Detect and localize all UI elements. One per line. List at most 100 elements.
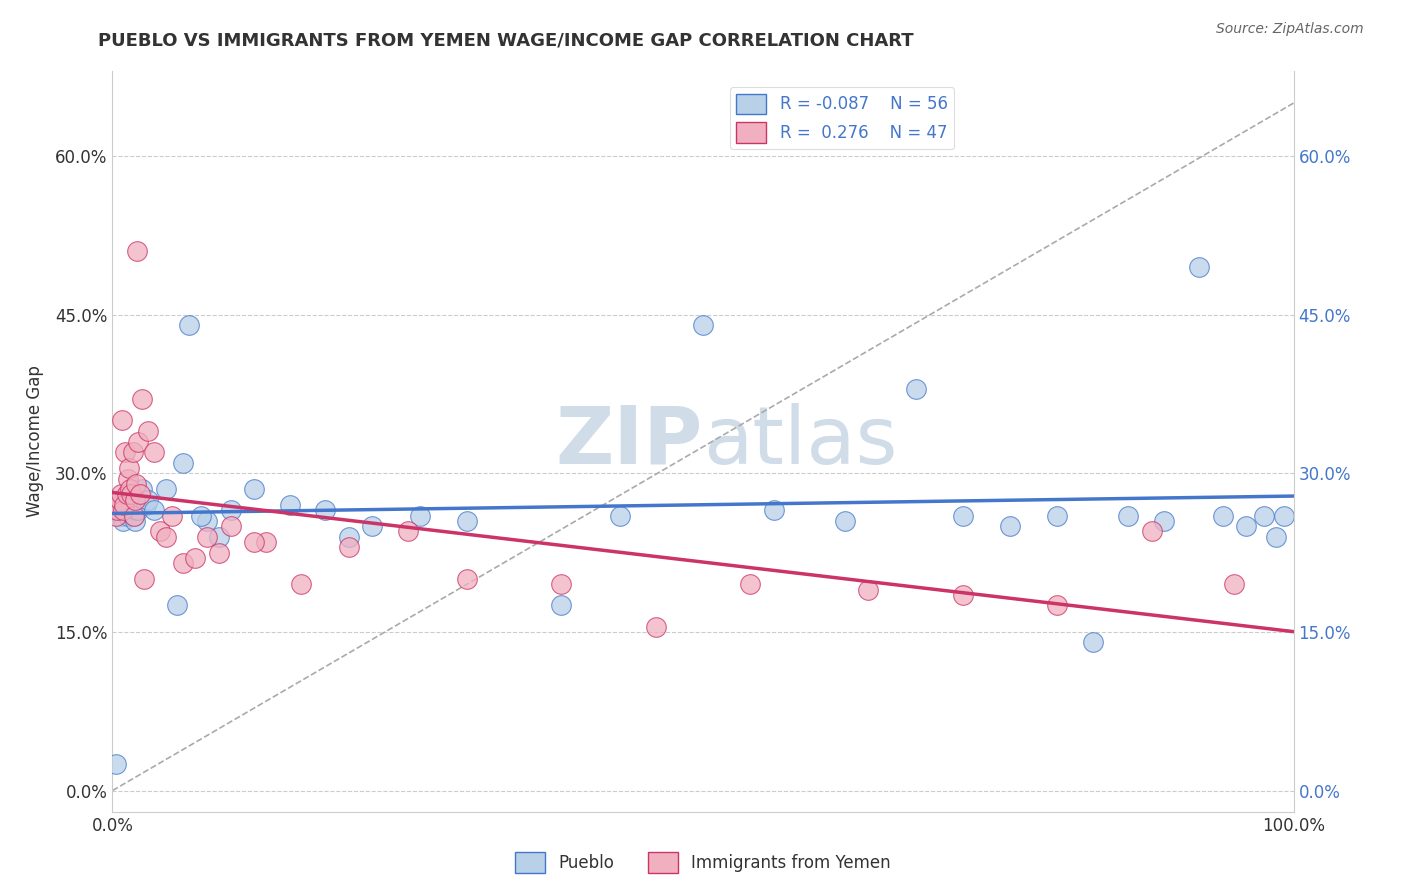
Point (834, 514, 856, 528)
Point (1153, 514, 1175, 528)
Point (149, 524, 172, 539)
Point (278, 498, 301, 512)
Point (155, 530, 177, 544)
Point (118, 461, 141, 475)
Point (208, 530, 231, 544)
Point (117, 472, 139, 486)
Point (904, 382, 927, 396)
Point (858, 582, 880, 597)
Text: PUEBLO VS IMMIGRANTS FROM YEMEN WAGE/INCOME GAP CORRELATION CHART: PUEBLO VS IMMIGRANTS FROM YEMEN WAGE/INC… (98, 31, 914, 49)
Point (127, 434, 149, 449)
Point (160, 508, 183, 523)
Point (1188, 260, 1211, 274)
Point (1264, 530, 1286, 544)
Point (135, 498, 157, 512)
Point (136, 424, 159, 438)
Point (105, 757, 128, 772)
Point (111, 508, 134, 523)
Point (142, 445, 165, 459)
Point (131, 392, 153, 407)
Point (998, 519, 1021, 533)
Point (124, 514, 146, 528)
Point (254, 535, 277, 549)
Point (115, 487, 138, 501)
Point (108, 503, 131, 517)
Point (114, 445, 136, 459)
Point (110, 492, 132, 507)
Point (120, 482, 142, 496)
Point (172, 556, 194, 570)
Point (1234, 519, 1257, 533)
Point (1140, 524, 1163, 539)
Point (179, 318, 201, 333)
Point (142, 503, 165, 517)
Text: atlas: atlas (703, 402, 897, 481)
Point (111, 413, 134, 427)
Point (125, 503, 148, 517)
Point (112, 514, 135, 528)
Point (108, 492, 131, 507)
Point (110, 487, 132, 501)
Point (112, 503, 135, 517)
Point (396, 524, 419, 539)
Point (155, 482, 177, 496)
Point (952, 508, 974, 523)
Point (127, 503, 149, 517)
Legend: Pueblo, Immigrants from Yemen: Pueblo, Immigrants from Yemen (509, 846, 897, 880)
Point (1212, 508, 1234, 523)
Point (219, 519, 242, 533)
Point (219, 503, 242, 517)
Point (127, 498, 149, 512)
Point (456, 572, 478, 586)
Point (644, 619, 666, 633)
Point (121, 508, 143, 523)
Point (1253, 508, 1275, 523)
Point (131, 482, 153, 496)
Point (115, 487, 138, 501)
Point (107, 498, 129, 512)
Point (314, 503, 336, 517)
Point (243, 482, 266, 496)
Point (128, 487, 150, 501)
Point (190, 508, 212, 523)
Point (112, 498, 135, 512)
Point (118, 503, 141, 517)
Text: Source: ZipAtlas.com: Source: ZipAtlas.com (1216, 22, 1364, 37)
Point (120, 487, 142, 501)
Point (166, 599, 188, 613)
Y-axis label: Wage/Income Gap: Wage/Income Gap (25, 366, 44, 517)
Point (105, 508, 128, 523)
Point (195, 530, 218, 544)
Point (172, 456, 194, 470)
Point (124, 492, 146, 507)
Point (125, 476, 148, 491)
Point (550, 599, 572, 613)
Point (120, 487, 142, 501)
Point (112, 492, 135, 507)
Point (692, 318, 714, 333)
Point (121, 445, 143, 459)
Point (550, 577, 572, 591)
Point (952, 588, 974, 602)
Point (408, 508, 430, 523)
Point (136, 492, 159, 507)
Point (122, 508, 145, 523)
Point (105, 503, 128, 517)
Point (122, 508, 145, 523)
Point (740, 577, 762, 591)
Point (1223, 577, 1246, 591)
Point (1081, 635, 1104, 649)
Point (208, 546, 231, 560)
Point (1116, 508, 1139, 523)
Point (120, 498, 142, 512)
Point (114, 498, 136, 512)
Point (337, 541, 360, 555)
Point (1046, 508, 1069, 523)
Point (127, 244, 149, 259)
Point (290, 577, 312, 591)
Point (117, 508, 139, 523)
Point (107, 498, 129, 512)
Text: ZIP: ZIP (555, 402, 703, 481)
Point (134, 572, 156, 586)
Point (195, 514, 218, 528)
